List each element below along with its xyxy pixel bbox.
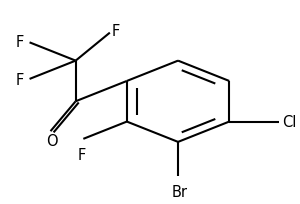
Text: F: F xyxy=(16,73,24,88)
Text: F: F xyxy=(78,147,86,162)
Text: F: F xyxy=(16,35,24,50)
Text: O: O xyxy=(46,133,58,148)
Text: Cl: Cl xyxy=(282,114,296,130)
Text: F: F xyxy=(111,24,120,39)
Text: Br: Br xyxy=(172,184,188,199)
